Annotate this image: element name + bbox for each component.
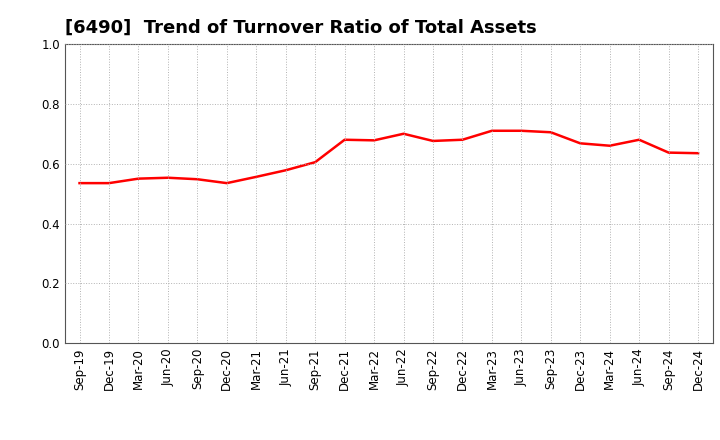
- Text: [6490]  Trend of Turnover Ratio of Total Assets: [6490] Trend of Turnover Ratio of Total …: [65, 19, 536, 37]
